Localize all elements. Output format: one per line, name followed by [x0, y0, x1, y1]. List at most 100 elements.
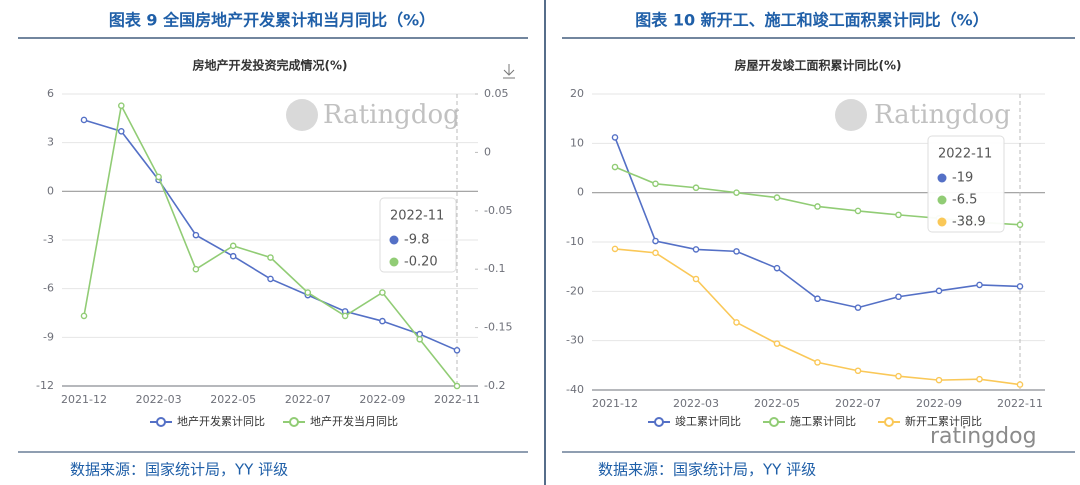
- data-point: [611, 134, 619, 141]
- data-point: [854, 304, 862, 311]
- data-point: [267, 254, 274, 261]
- data-point: [611, 245, 619, 253]
- data-point: [935, 376, 943, 384]
- y2-tick-label: -0.15: [484, 321, 512, 334]
- x-tick-label: 2022-11: [997, 397, 1043, 410]
- data-point: [814, 203, 821, 210]
- data-point: [652, 237, 659, 245]
- y-tick-label: -3: [43, 233, 54, 246]
- x-tick-label: 2022-05: [754, 397, 800, 410]
- chart-title: 房屋开发竣工面积累计同比(%): [735, 58, 902, 73]
- legend-marker: [156, 417, 166, 427]
- data-point: [80, 312, 88, 320]
- data-point: [453, 382, 461, 390]
- y-tick-label: -9: [43, 330, 54, 343]
- y-tick-label: 3: [47, 136, 54, 149]
- tooltip-title: 2022-11: [938, 147, 992, 162]
- data-point: [118, 128, 125, 135]
- y-tick-label: 0: [47, 184, 54, 197]
- panel-heading: 图表 10 新开工、施工和竣工面积累计同比（%）: [635, 11, 988, 30]
- legend-label: 地产开发当月同比: [310, 414, 398, 428]
- source-note: 数据来源：国家统计局，YY 评级: [598, 461, 816, 479]
- x-tick-label: 2021-12: [592, 397, 638, 410]
- legend-label: 施工累计同比: [790, 415, 856, 428]
- data-point: [229, 242, 237, 250]
- y-tick-label: -40: [566, 383, 584, 396]
- data-point: [192, 265, 200, 273]
- data-point: [895, 372, 902, 380]
- data-point: [379, 289, 386, 296]
- watermark-logo: [835, 99, 867, 131]
- x-tick-label: 2022-09: [916, 397, 962, 410]
- data-point: [192, 231, 200, 239]
- data-point: [453, 347, 461, 354]
- y-tick-label: -12: [36, 379, 54, 392]
- tooltip-marker: [937, 217, 947, 227]
- data-point: [692, 184, 700, 192]
- data-point: [692, 275, 700, 283]
- x-tick-label: 2022-03: [673, 397, 719, 410]
- legend-label: 新开工累计同比: [905, 414, 982, 428]
- tooltip-marker: [937, 195, 947, 205]
- tooltip-marker: [389, 257, 399, 267]
- data-point: [379, 317, 386, 325]
- data-point: [733, 319, 740, 326]
- watermark-logo: [286, 99, 318, 131]
- x-tick-label: 2022-03: [136, 393, 182, 406]
- data-point: [733, 189, 740, 196]
- data-point: [80, 116, 88, 124]
- x-tick-label: 2022-05: [210, 393, 256, 406]
- tooltip-value: -38.9: [952, 215, 986, 230]
- data-point: [1016, 283, 1024, 290]
- watermark: Ratingdog: [874, 100, 1011, 130]
- y2-tick-label: -0.05: [484, 204, 512, 217]
- data-point: [976, 281, 983, 289]
- data-point: [773, 194, 781, 201]
- download-icon[interactable]: [503, 64, 515, 79]
- data-point: [155, 173, 162, 181]
- data-point: [814, 359, 821, 366]
- data-point: [229, 252, 237, 260]
- legend-marker: [769, 417, 779, 427]
- data-point: [854, 367, 862, 375]
- data-point: [773, 340, 781, 347]
- data-point: [773, 264, 781, 272]
- y2-tick-label: 0.05: [484, 87, 509, 100]
- data-point: [267, 275, 274, 283]
- footer-watermark: ratingdog: [930, 424, 1037, 449]
- data-point: [976, 375, 983, 383]
- x-tick-label: 2022-09: [359, 393, 405, 406]
- data-point: [118, 102, 125, 109]
- panel-heading: 图表 9 全国房地产开发累计和当月同比（%）: [109, 11, 435, 30]
- data-point: [416, 335, 424, 343]
- data-point: [814, 295, 821, 303]
- y-tick-label: -6: [43, 282, 54, 295]
- tooltip-value: -0.20: [404, 255, 438, 270]
- x-tick-label: 2021-12: [61, 393, 107, 406]
- chart-title: 房地产开发投资完成情况(%): [193, 58, 348, 73]
- legend-marker: [654, 417, 664, 427]
- tooltip-value: -6.5: [952, 193, 977, 208]
- y-tick-label: 0: [577, 186, 584, 199]
- watermark: Ratingdog: [323, 100, 460, 130]
- data-point: [692, 246, 700, 253]
- data-point: [1016, 381, 1024, 388]
- tooltip-box: [379, 197, 457, 273]
- y-tick-label: -20: [566, 284, 584, 297]
- data-point: [733, 248, 740, 255]
- x-tick-label: 2022-07: [285, 393, 331, 406]
- data-point: [652, 180, 659, 188]
- data-point: [895, 211, 902, 219]
- data-point: [304, 289, 312, 296]
- x-tick-label: 2022-11: [434, 393, 480, 406]
- data-point: [652, 249, 659, 257]
- data-point: [1016, 221, 1024, 229]
- source-note: 数据来源：国家统计局，YY 评级: [70, 461, 288, 479]
- legend-label: 竣工累计同比: [675, 414, 741, 428]
- y-tick-label: 20: [570, 87, 584, 100]
- data-point: [611, 163, 619, 171]
- y2-tick-label: 0: [484, 145, 491, 158]
- data-point: [341, 312, 349, 320]
- tooltip-marker: [937, 173, 947, 183]
